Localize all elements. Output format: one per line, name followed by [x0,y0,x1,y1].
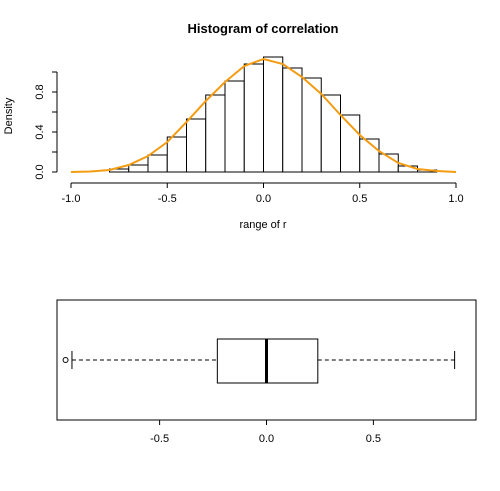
histogram-bar [224,80,245,173]
x-tick-label: -0.5 [150,433,169,445]
histogram-bar [205,94,226,173]
histogram-bar [263,56,284,173]
x-tick-label: 0.5 [366,433,381,445]
x-tick-label: 0.5 [352,193,367,205]
histogram-bars [109,56,438,173]
density-curve [70,57,457,173]
y-tick-label: 0.8 [34,84,46,99]
x-tick-label: -1.0 [62,193,81,205]
boxplot-x-axis: -0.5 0.0 0.5 [150,419,381,445]
y-tick-label: 0.0 [34,164,46,179]
histogram-bar [320,94,341,173]
x-tick-label: 0.0 [256,193,271,205]
histogram-bar [186,118,207,173]
histogram-bar [282,67,303,173]
histogram-y-axis: 0.0 0.4 0.8 [34,71,58,180]
x-tick-label: 0.0 [259,433,274,445]
histogram-bar [147,154,168,173]
histogram-title: Histogram of correlation [188,21,339,36]
x-tick-label: -0.5 [158,193,177,205]
histogram-panel: Histogram of correlation -1.0 -0.5 0.0 0.5 1… [3,21,464,231]
x-tick-label: 1.0 [448,193,463,205]
boxplot-panel: -0.5 0.0 0.5 [56,299,477,445]
histogram-y-label: Density [3,97,15,134]
y-tick-label: 0.4 [34,124,46,139]
histogram-bar [243,63,264,173]
histogram-x-axis: -1.0 -0.5 0.0 0.5 1.0 [62,182,464,205]
boxplot-elements [62,338,456,384]
histogram-x-label: range of r [239,219,286,231]
histogram-bar [166,136,187,173]
histogram-bar [128,164,149,173]
outlier-point [62,357,69,363]
